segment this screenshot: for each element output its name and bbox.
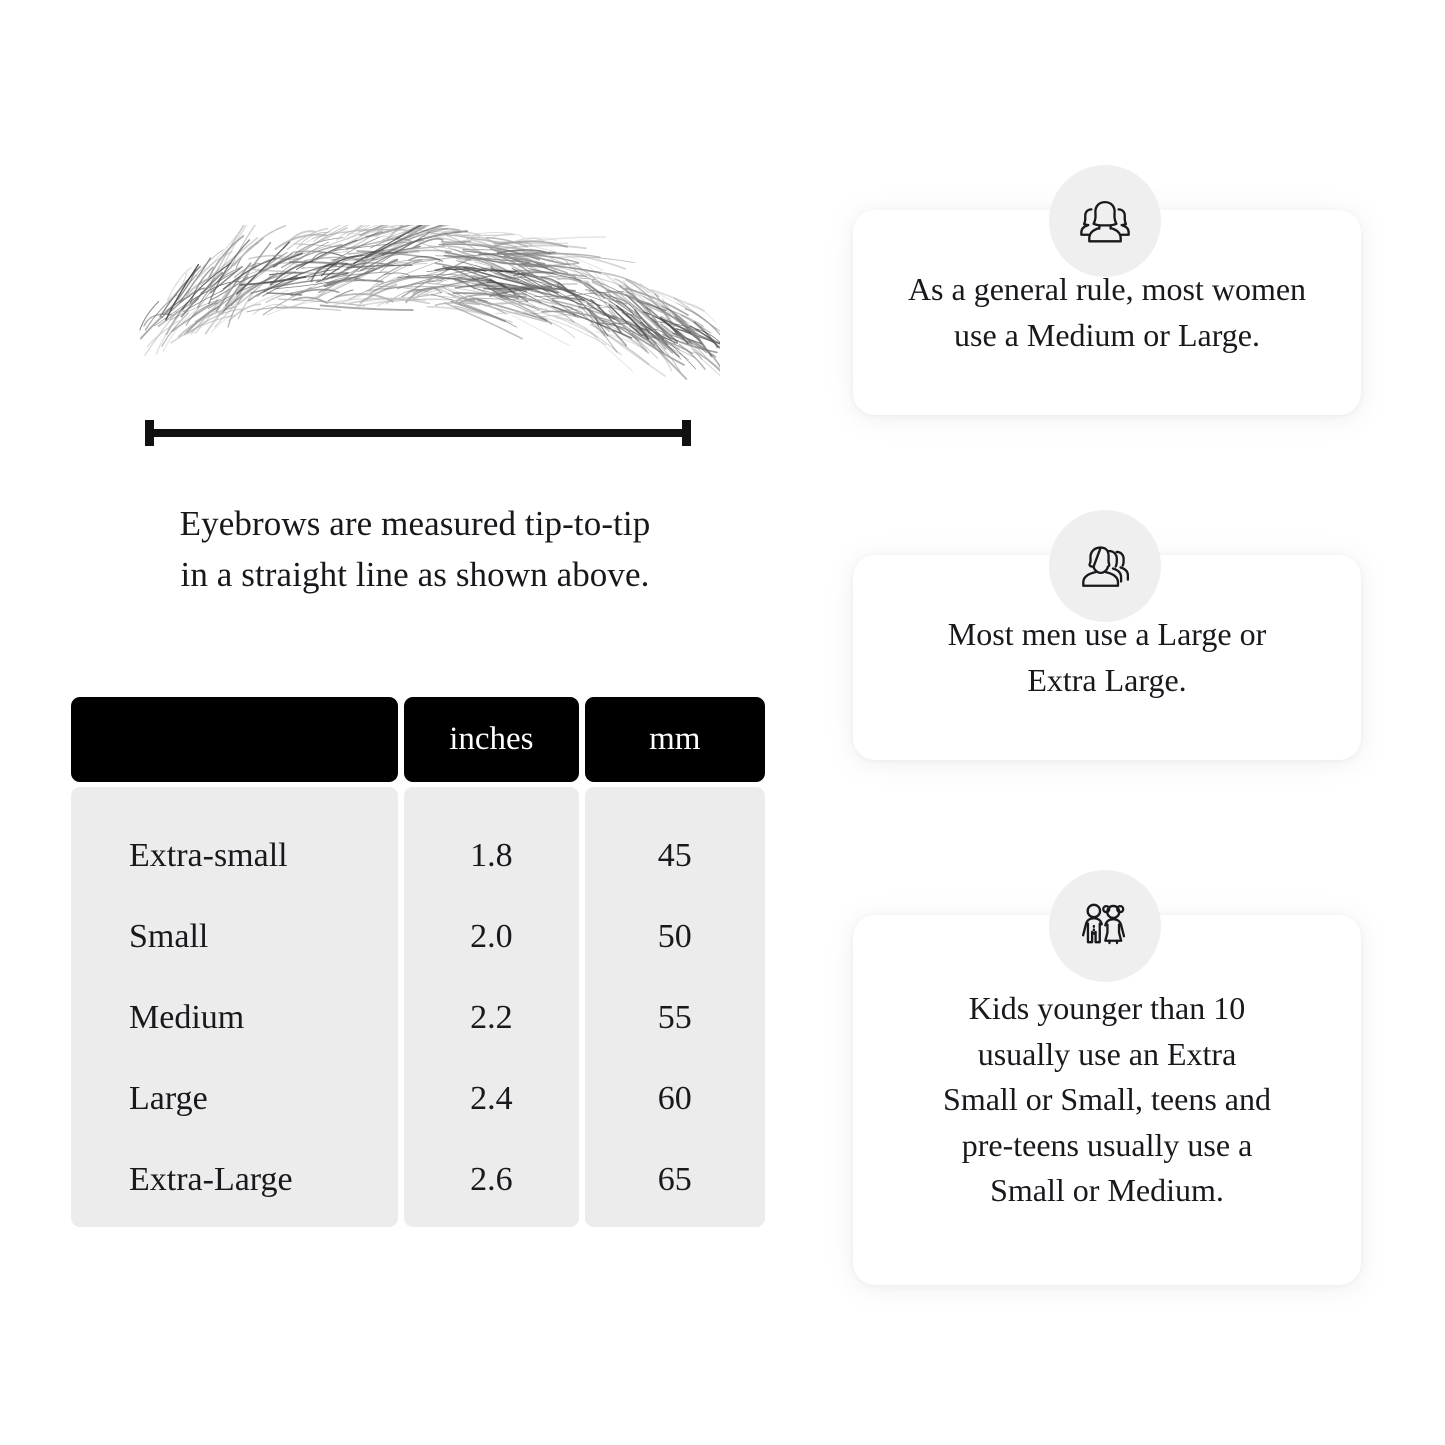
table-cell-size: Extra-Large xyxy=(129,1160,293,1198)
table-cell-size: Extra-small xyxy=(129,836,288,874)
men-group-icon xyxy=(1049,510,1161,622)
kids-icon xyxy=(1049,870,1161,982)
note-line: Kids younger than 10 xyxy=(968,990,1246,1027)
table-cell-inches: 2.6 xyxy=(470,1160,513,1198)
note-line: Most men use a Large or xyxy=(947,616,1267,653)
note-card-men: Most men use a Large or Extra Large. xyxy=(853,555,1361,760)
notes-panel: As a general rule, most women use a Medi… xyxy=(800,0,1445,1445)
table-cell-mm: 55 xyxy=(657,998,692,1036)
note-line: Small or Medium. xyxy=(990,1172,1224,1209)
table-column-inches: 1.8 2.0 2.2 2.4 2.6 xyxy=(404,787,579,1227)
table-cell-size: Medium xyxy=(129,998,245,1036)
eyebrow-illustration-icon xyxy=(120,225,720,400)
women-group-icon xyxy=(1049,165,1161,277)
table-cell-inches: 1.8 xyxy=(470,836,513,874)
table-cell-size: Small xyxy=(129,917,209,955)
caption-line-2: in a straight line as shown above. xyxy=(180,555,650,595)
note-line: use a Medium or Large. xyxy=(954,316,1260,353)
table-cell-size: Large xyxy=(129,1079,208,1117)
measurement-panel: Eyebrows are measured tip-to-tip in a st… xyxy=(70,225,765,1227)
table-header-mm: mm xyxy=(584,697,765,782)
table-cell-inches: 2.2 xyxy=(470,998,513,1036)
table-cell-mm: 60 xyxy=(657,1079,692,1117)
measurement-bar-icon xyxy=(143,408,693,456)
table-header-row: inches mm xyxy=(71,697,765,782)
table-cell-inches: 2.0 xyxy=(470,917,513,955)
table-cell-mm: 65 xyxy=(657,1160,692,1198)
table-column-mm: 45 50 55 60 65 xyxy=(584,787,765,1227)
size-table: inches mm Extra-small Small Medium Large… xyxy=(71,697,765,1227)
measurement-caption: Eyebrows are measured tip-to-tip in a st… xyxy=(70,498,760,600)
note-line: Small or Small, teens and xyxy=(943,1081,1271,1118)
table-column-size: Extra-small Small Medium Large Extra-Lar… xyxy=(71,787,399,1227)
note-line: Extra Large. xyxy=(1027,661,1187,698)
table-header-size xyxy=(71,697,399,782)
table-cell-inches: 2.4 xyxy=(470,1079,513,1117)
table-cell-mm: 50 xyxy=(657,917,692,955)
note-line: As a general rule, most women xyxy=(907,271,1307,308)
table-cell-mm: 45 xyxy=(657,836,692,874)
caption-line-1: Eyebrows are measured tip-to-tip xyxy=(179,504,651,543)
note-text-women: As a general rule, most women use a Medi… xyxy=(908,267,1306,358)
note-text-kids: Kids younger than 10 usually use an Extr… xyxy=(943,986,1271,1213)
note-line: pre-teens usually use a xyxy=(961,1126,1253,1163)
note-text-men: Most men use a Large or Extra Large. xyxy=(948,612,1266,703)
note-line: usually use an Extra xyxy=(977,1035,1237,1072)
table-header-inches: inches xyxy=(404,697,579,782)
table-body: Extra-small Small Medium Large Extra-Lar… xyxy=(71,787,765,1227)
